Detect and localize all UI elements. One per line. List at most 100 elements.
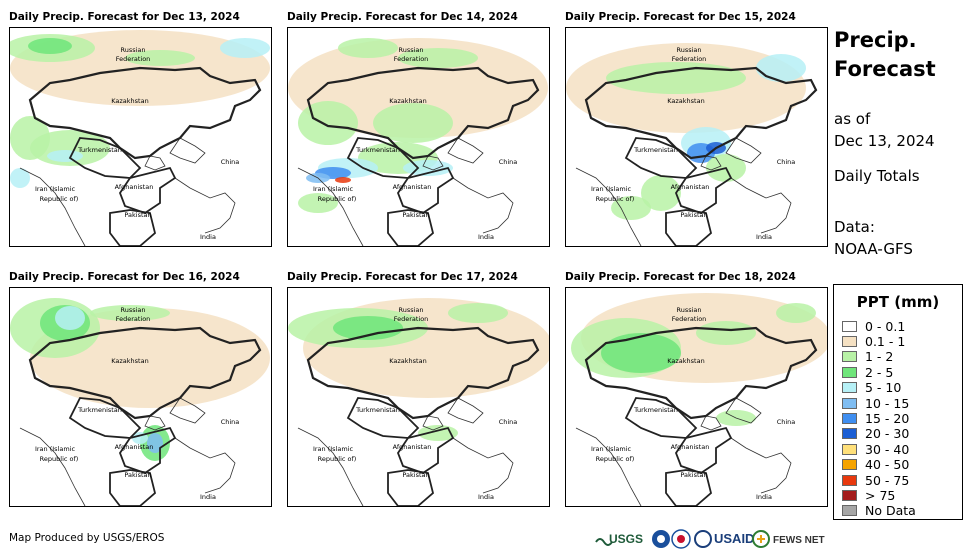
forecast-panel-dec18: Daily Precip. Forecast for Dec 18, 2024 … bbox=[565, 271, 828, 507]
country-border bbox=[297, 427, 364, 506]
legend-title: PPT (mm) bbox=[856, 293, 940, 311]
map-label-india: India bbox=[478, 493, 494, 501]
precip-area bbox=[10, 168, 30, 188]
country-border bbox=[422, 415, 444, 431]
country-border-bold bbox=[68, 397, 142, 439]
legend-item: 50 - 75 bbox=[842, 472, 909, 488]
map-label-pakistan: Pakistan bbox=[680, 211, 707, 219]
country-border bbox=[730, 437, 792, 494]
precip-area bbox=[373, 103, 453, 143]
legend-label: 1 - 2 bbox=[865, 349, 894, 365]
country-border-bold bbox=[387, 209, 435, 246]
map-label-india: India bbox=[756, 233, 772, 241]
map-label-iran-2: Republic of) bbox=[596, 455, 635, 463]
map-label-russia-1: Russian bbox=[676, 306, 701, 314]
map-label-iran-1: Iran (Islamic bbox=[35, 185, 76, 193]
legend-label: 50 - 75 bbox=[865, 472, 910, 488]
map-label-china: China bbox=[221, 418, 240, 426]
legend-label: 30 - 40 bbox=[865, 441, 910, 457]
region-outline bbox=[306, 66, 540, 160]
country-border-bold bbox=[109, 469, 157, 506]
map-label-russia-2: Federation bbox=[672, 315, 707, 323]
legend-label: 0 - 0.1 bbox=[865, 318, 906, 334]
forecast-map: Russian Federation Kazakhstan Turkmenistan C… bbox=[9, 287, 272, 507]
panel-title: Daily Precip. Forecast for Dec 13, 2024 bbox=[9, 11, 240, 23]
legend-item: 40 - 50 bbox=[842, 457, 909, 473]
map-label-pakistan: Pakistan bbox=[124, 211, 151, 219]
map-label-turkmenistan: Turkmenistan bbox=[633, 406, 678, 414]
panel-title: Daily Precip. Forecast for Dec 16, 2024 bbox=[9, 271, 240, 283]
map-label-iran-1: Iran (Islamic bbox=[313, 445, 354, 453]
legend-swatch bbox=[842, 335, 857, 347]
usaid-logo: USAID bbox=[694, 530, 754, 548]
map-label-afghanistan: Afghanistan bbox=[393, 443, 432, 451]
precip-area bbox=[338, 38, 398, 58]
precip-area bbox=[298, 193, 338, 213]
precip-area bbox=[601, 333, 681, 373]
panel-title: Daily Precip. Forecast for Dec 14, 2024 bbox=[287, 11, 518, 23]
precip-area bbox=[335, 177, 351, 183]
usgs-logo-text: USGS bbox=[609, 532, 643, 546]
panel-title: Daily Precip. Forecast for Dec 18, 2024 bbox=[565, 271, 796, 283]
forecast-map: Russian Federation Kazakhstan Turkmenistan C… bbox=[287, 287, 550, 507]
precip-area bbox=[776, 303, 816, 323]
country-border-bold bbox=[665, 209, 713, 246]
country-border bbox=[447, 397, 484, 424]
as-of-label: as of bbox=[834, 110, 871, 128]
map-label-russia-1: Russian bbox=[398, 46, 423, 54]
map-label-russia-1: Russian bbox=[120, 306, 145, 314]
forecast-map: Russian Federation Kazakhstan Turkmenistan C… bbox=[9, 27, 272, 247]
country-border bbox=[725, 397, 762, 424]
legend-item: 20 - 30 bbox=[842, 426, 909, 442]
fews-net-logo: FEWS NET bbox=[752, 530, 825, 548]
map-label-iran-1: Iran (Islamic bbox=[35, 445, 76, 453]
country-border bbox=[169, 137, 206, 164]
legend-item: 10 - 15 bbox=[842, 395, 909, 411]
legend-label: 40 - 50 bbox=[865, 457, 910, 473]
map-label-russia-2: Federation bbox=[672, 55, 707, 63]
legend-item: 0 - 0.1 bbox=[842, 318, 905, 334]
country-border-bold bbox=[674, 426, 733, 474]
country-border-bold bbox=[387, 469, 435, 506]
precip-area bbox=[298, 101, 358, 145]
map-label-china: China bbox=[777, 158, 796, 166]
data-source-value: NOAA-GFS bbox=[834, 240, 913, 258]
map-label-china: China bbox=[499, 418, 518, 426]
map-label-pakistan: Pakistan bbox=[402, 471, 429, 479]
legend-swatch bbox=[842, 459, 857, 471]
map-label-iran-2: Republic of) bbox=[40, 195, 79, 203]
region-outline bbox=[28, 326, 262, 420]
map-label-russia-2: Federation bbox=[394, 315, 429, 323]
precip-area bbox=[606, 62, 746, 94]
country-border bbox=[452, 177, 514, 234]
map-label-kazakhstan: Kazakhstan bbox=[389, 97, 426, 105]
map-label-iran-1: Iran (Islamic bbox=[591, 185, 632, 193]
legend-label: 10 - 15 bbox=[865, 395, 910, 411]
region-outline bbox=[584, 326, 818, 420]
precip-area bbox=[756, 54, 806, 82]
usaid-logo-text: USAID bbox=[714, 531, 754, 546]
sidebar-title-line1: Precip. bbox=[834, 28, 917, 52]
forecast-map: Russian Federation Kazakhstan Turkmenistan C… bbox=[287, 27, 550, 247]
map-label-turkmenistan: Turkmenistan bbox=[633, 146, 678, 154]
legend-item: No Data bbox=[842, 503, 916, 519]
panel-title: Daily Precip. Forecast for Dec 15, 2024 bbox=[565, 11, 796, 23]
usgs-logo: USGS bbox=[595, 532, 643, 546]
map-label-afghanistan: Afghanistan bbox=[115, 443, 154, 451]
country-border bbox=[169, 397, 206, 424]
map-label-iran-1: Iran (Islamic bbox=[591, 445, 632, 453]
map-label-afghanistan: Afghanistan bbox=[671, 183, 710, 191]
map-label-iran-2: Republic of) bbox=[40, 455, 79, 463]
legend-item: 30 - 40 bbox=[842, 441, 909, 457]
legend-label: 2 - 5 bbox=[865, 364, 894, 380]
map-label-china: China bbox=[221, 158, 240, 166]
country-border bbox=[700, 155, 722, 171]
forecast-panel-dec13: Daily Precip. Forecast for Dec 13, 2024 … bbox=[9, 11, 272, 247]
country-border bbox=[19, 167, 86, 246]
precip-area bbox=[398, 48, 478, 68]
map-label-pakistan: Pakistan bbox=[124, 471, 151, 479]
agency-logos: USGS USAID FEWS NET bbox=[595, 528, 827, 550]
precip-area bbox=[448, 303, 508, 323]
forecast-panel-dec16: Daily Precip. Forecast for Dec 16, 2024 … bbox=[9, 271, 272, 507]
